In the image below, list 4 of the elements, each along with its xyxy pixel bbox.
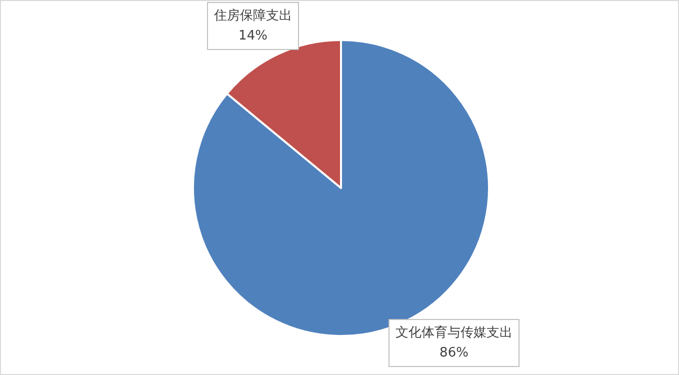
slice-label: 住房保障支出: [213, 8, 292, 24]
data-label: 14%: [238, 28, 268, 44]
data-label: 86%: [440, 346, 468, 360]
slice-label: 文化体育与传媒支出: [396, 324, 512, 340]
